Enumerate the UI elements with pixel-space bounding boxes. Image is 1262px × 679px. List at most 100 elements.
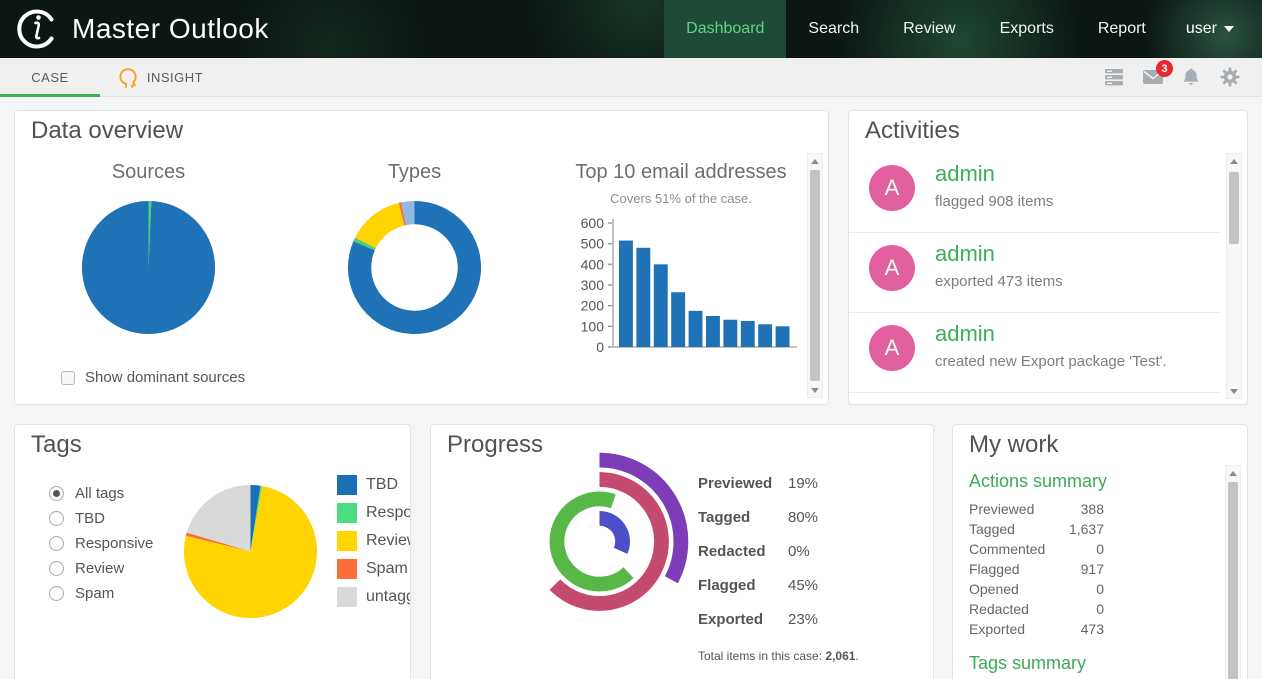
activity-item: A admin flagged 908 items (849, 153, 1221, 233)
radio-icon (49, 586, 64, 601)
legend-item-review: Review (337, 527, 410, 555)
bell-icon[interactable] (1181, 67, 1203, 87)
user-menu[interactable]: user (1168, 0, 1262, 58)
radio-spam[interactable]: Spam (49, 581, 153, 606)
radio-responsive[interactable]: Responsive (49, 531, 153, 556)
case-list-icon[interactable] (1103, 67, 1125, 87)
avatar: A (869, 325, 915, 371)
mywork-row-previewed: Previewed 388 (969, 501, 1104, 517)
tags-summary-heading: Tags summary (969, 653, 1087, 673)
scroll-up-icon[interactable] (1227, 154, 1241, 168)
radio-all-tags[interactable]: All tags (49, 481, 153, 506)
brand: Master Outlook (0, 8, 269, 50)
legend-swatch (337, 587, 357, 607)
total-items-line: Total items in this case: 2,061. (698, 649, 859, 663)
mail-badge: 3 (1156, 60, 1173, 77)
nav-item-review[interactable]: Review (903, 20, 956, 37)
progress-radial-chart (507, 449, 692, 634)
panel-my-work: My work Actions summary Previewed 388 Tag… (952, 424, 1248, 679)
mywork-row-tagged: Tagged 1,637 (969, 521, 1104, 537)
scroll-up-icon[interactable] (808, 154, 822, 168)
mywork-row-exported: Exported 473 (969, 621, 1104, 637)
insight-head-icon (119, 68, 137, 88)
scrollbar-thumb[interactable] (1229, 172, 1239, 244)
metric-tagged: Tagged 80% (698, 509, 819, 526)
panel-title-activities: Activities (865, 117, 960, 144)
mywork-row-opened: Opened 0 (969, 581, 1104, 597)
legend-swatch (337, 531, 357, 551)
tab-insight[interactable]: INSIGHT (100, 58, 220, 96)
panel-title-tags: Tags (31, 431, 82, 458)
svg-text:300: 300 (581, 277, 605, 293)
radio-icon (49, 561, 64, 576)
mywork-row-flagged: Flagged 917 (969, 561, 1104, 577)
show-dominant-sources-checkbox[interactable]: Show dominant sources (61, 369, 245, 386)
avatar: A (869, 165, 915, 211)
tab-bar: CASE INSIGHT 3 (0, 58, 1262, 97)
svg-text:100: 100 (581, 318, 605, 334)
scrollbar-thumb[interactable] (810, 170, 820, 381)
legend-item-responsive: Responsive (337, 499, 410, 527)
nav-item-report[interactable]: Report (1097, 20, 1146, 37)
nav-item-dashboard[interactable]: Dashboard (664, 0, 787, 58)
types-chart-title: Types (387, 161, 442, 183)
panel-title-my-work: My work (969, 431, 1059, 458)
legend-item-tbd: TBD (337, 471, 410, 499)
radio-tbd[interactable]: TBD (49, 506, 153, 531)
activity-user: admin (935, 321, 995, 346)
activities-scrollbar[interactable] (1226, 153, 1242, 399)
top-emails-bar-chart: 0 100 200 300 400 500 600 (571, 207, 801, 362)
top-navbar: Master Outlook Dashboard Search Review E… (0, 0, 1262, 58)
tags-pie-chart (182, 483, 319, 620)
tags-legend: TBD Responsive Review Spam untagged (337, 471, 410, 611)
svg-text:200: 200 (581, 298, 605, 314)
scrollbar-thumb[interactable] (1228, 482, 1238, 679)
panel-tags: Tags All tags TBD Responsive Review Spam (14, 424, 411, 679)
sources-pie-chart (80, 199, 217, 336)
activity-text: created new Export package 'Test'. (935, 353, 1167, 370)
radio-icon (49, 536, 64, 551)
activity-text: exported 473 items (935, 273, 1063, 290)
svg-text:0: 0 (596, 339, 604, 355)
panel-title-progress: Progress (447, 431, 544, 458)
sources-chart-title: Sources (111, 161, 186, 183)
mywork-row-redacted: Redacted 0 (969, 601, 1104, 617)
app-title: Master Outlook (72, 13, 269, 44)
nav-item-search[interactable]: Search (808, 20, 860, 37)
types-donut-chart (346, 199, 483, 336)
mywork-row-commented: Commented 0 (969, 541, 1104, 557)
chevron-down-icon (1224, 26, 1234, 32)
gear-icon[interactable] (1220, 67, 1242, 87)
dashboard-content: Data overview Sources Types Top 10 email… (0, 97, 1262, 679)
main-nav: Dashboard Search Review Exports Report u… (664, 0, 1262, 58)
user-menu-label: user (1185, 20, 1217, 37)
activities-list: A admin flagged 908 items A admin export… (849, 153, 1221, 393)
metric-redacted: Redacted 0% (698, 543, 810, 560)
actions-summary-rows: Previewed 388 Tagged 1,637 Commented 0 Flag… (969, 501, 1104, 641)
my-work-scrollbar[interactable] (1225, 465, 1241, 679)
nav-item-exports[interactable]: Exports (999, 20, 1054, 37)
tabbar-icons: 3 (1103, 58, 1262, 96)
svg-text:500: 500 (581, 236, 605, 252)
panel-data-overview: Data overview Sources Types Top 10 email… (14, 110, 829, 405)
tags-filter-radios: All tags TBD Responsive Review Spam (49, 481, 153, 606)
radio-icon (49, 486, 64, 501)
mail-icon[interactable]: 3 (1142, 60, 1173, 87)
data-overview-scrollbar[interactable] (807, 153, 823, 398)
metric-exported: Exported 23% (698, 611, 819, 628)
actions-summary-heading: Actions summary (969, 471, 1108, 491)
panel-activities: Activities A admin flagged 908 items A a… (848, 110, 1248, 405)
scroll-down-icon[interactable] (1227, 384, 1241, 398)
panel-title-data-overview: Data overview (31, 117, 184, 144)
avatar: A (869, 245, 915, 291)
radio-review[interactable]: Review (49, 556, 153, 581)
scroll-down-icon[interactable] (808, 383, 822, 397)
svg-text:400: 400 (581, 256, 605, 272)
activity-user: admin (935, 161, 995, 186)
checkbox-box-icon (61, 370, 75, 385)
activity-text: flagged 908 items (935, 193, 1054, 210)
scroll-up-icon[interactable] (1226, 466, 1240, 480)
legend-item-spam: Spam (337, 555, 410, 583)
metric-previewed: Previewed 19% (698, 475, 819, 492)
tab-case[interactable]: CASE (0, 58, 100, 97)
